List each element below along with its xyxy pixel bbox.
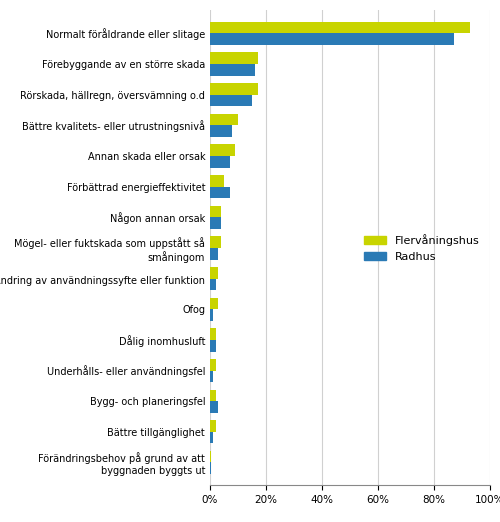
Legend: Flervåningshus, Radhus: Flervåningshus, Radhus bbox=[360, 230, 484, 266]
Bar bbox=[210, 125, 233, 137]
Bar bbox=[210, 451, 212, 462]
Bar bbox=[210, 83, 258, 94]
Bar bbox=[210, 401, 218, 413]
Bar bbox=[210, 279, 216, 290]
Bar bbox=[210, 420, 216, 432]
Bar bbox=[210, 217, 221, 229]
Bar bbox=[210, 267, 218, 279]
Bar bbox=[210, 156, 230, 168]
Bar bbox=[210, 64, 255, 76]
Bar bbox=[210, 309, 213, 321]
Bar bbox=[210, 33, 454, 45]
Bar bbox=[210, 298, 218, 309]
Bar bbox=[210, 236, 221, 248]
Bar bbox=[210, 145, 235, 156]
Bar bbox=[210, 248, 218, 259]
Bar bbox=[210, 175, 224, 187]
Bar bbox=[210, 206, 221, 217]
Bar bbox=[210, 22, 470, 33]
Bar bbox=[210, 187, 230, 198]
Bar bbox=[210, 328, 216, 340]
Bar bbox=[210, 432, 213, 444]
Bar bbox=[210, 462, 212, 474]
Bar bbox=[210, 371, 213, 382]
Bar bbox=[210, 389, 216, 401]
Bar bbox=[210, 52, 258, 64]
Bar bbox=[210, 114, 238, 125]
Bar bbox=[210, 359, 216, 371]
Bar bbox=[210, 94, 252, 106]
Bar bbox=[210, 340, 216, 351]
